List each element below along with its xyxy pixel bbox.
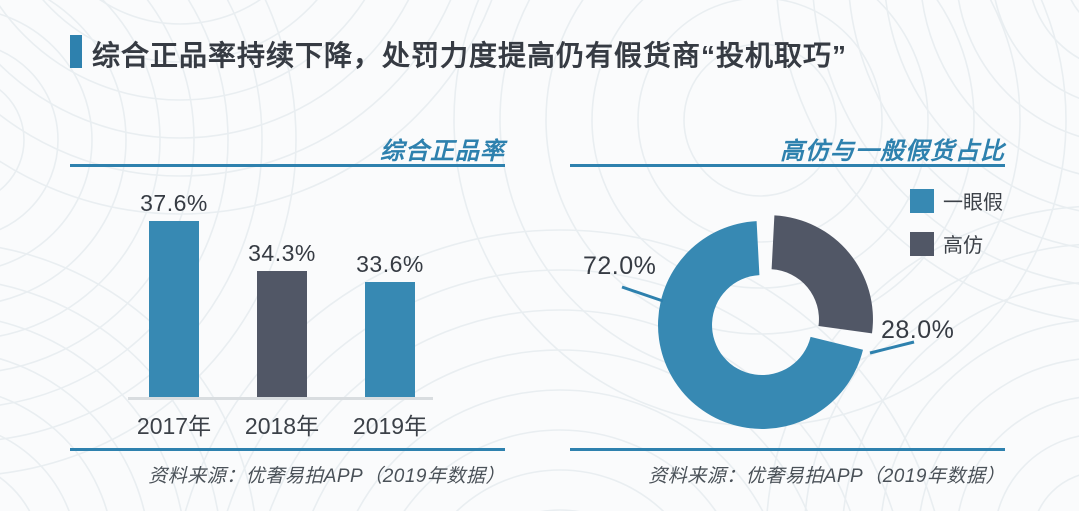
legend-item-yiyanjia: 一眼假 bbox=[910, 186, 1003, 215]
donut-slice-gaofang bbox=[771, 215, 873, 334]
right-bottom-rule bbox=[570, 448, 1005, 451]
leader-line-72 bbox=[621, 285, 664, 303]
donut-chart bbox=[621, 215, 915, 429]
bar-category-2018年: 2018年 bbox=[244, 413, 320, 439]
bar-category-2019年: 2019年 bbox=[352, 413, 428, 439]
donut-label-28: 28.0% bbox=[881, 316, 955, 344]
left-bottom-rule bbox=[70, 448, 505, 451]
left-source-text: 资料来源：优奢易拍APP（2019年数据） bbox=[148, 466, 505, 487]
bar-chart: 37.6% 2017年 34.3% 2018年 33.6% 2019年 bbox=[70, 170, 505, 448]
legend-label-gaofang: 高仿 bbox=[943, 235, 983, 257]
leader-line-28 bbox=[869, 340, 915, 355]
legend-item-gaofang: 高仿 bbox=[910, 229, 1003, 258]
right-source-text: 资料来源：优奢易拍APP（2019年数据） bbox=[648, 466, 1005, 487]
bar-chart-baseline bbox=[128, 397, 433, 400]
bar-2018年 bbox=[257, 271, 307, 397]
legend-swatch-gaofang bbox=[910, 231, 934, 256]
donut-slice-yiyanjia bbox=[658, 221, 863, 429]
bar-category-2017年: 2017年 bbox=[136, 413, 212, 439]
right-top-rule bbox=[570, 164, 1005, 167]
legend-label-yiyanjia: 一眼假 bbox=[943, 192, 1003, 214]
legend-swatch-yiyanjia bbox=[910, 188, 934, 213]
donut-legend: 一眼假 高仿 bbox=[910, 186, 1003, 272]
bar-2019年 bbox=[365, 282, 415, 397]
left-top-rule bbox=[70, 164, 505, 167]
bar-value-2018年: 34.3% bbox=[248, 240, 316, 266]
bar-value-2017年: 37.6% bbox=[140, 190, 208, 216]
title-accent-bar bbox=[70, 35, 82, 68]
bar-chart-title: 综合正品率 bbox=[380, 138, 505, 165]
donut-label-72: 72.0% bbox=[583, 252, 657, 280]
page-title: 综合正品率持续下降，处罚力度提高仍有假货商“投机取巧” bbox=[92, 40, 848, 71]
bar-value-2019年: 33.6% bbox=[356, 251, 424, 277]
bar-2017年 bbox=[149, 221, 199, 397]
donut-chart-title: 高仿与一般假货占比 bbox=[780, 138, 1005, 165]
